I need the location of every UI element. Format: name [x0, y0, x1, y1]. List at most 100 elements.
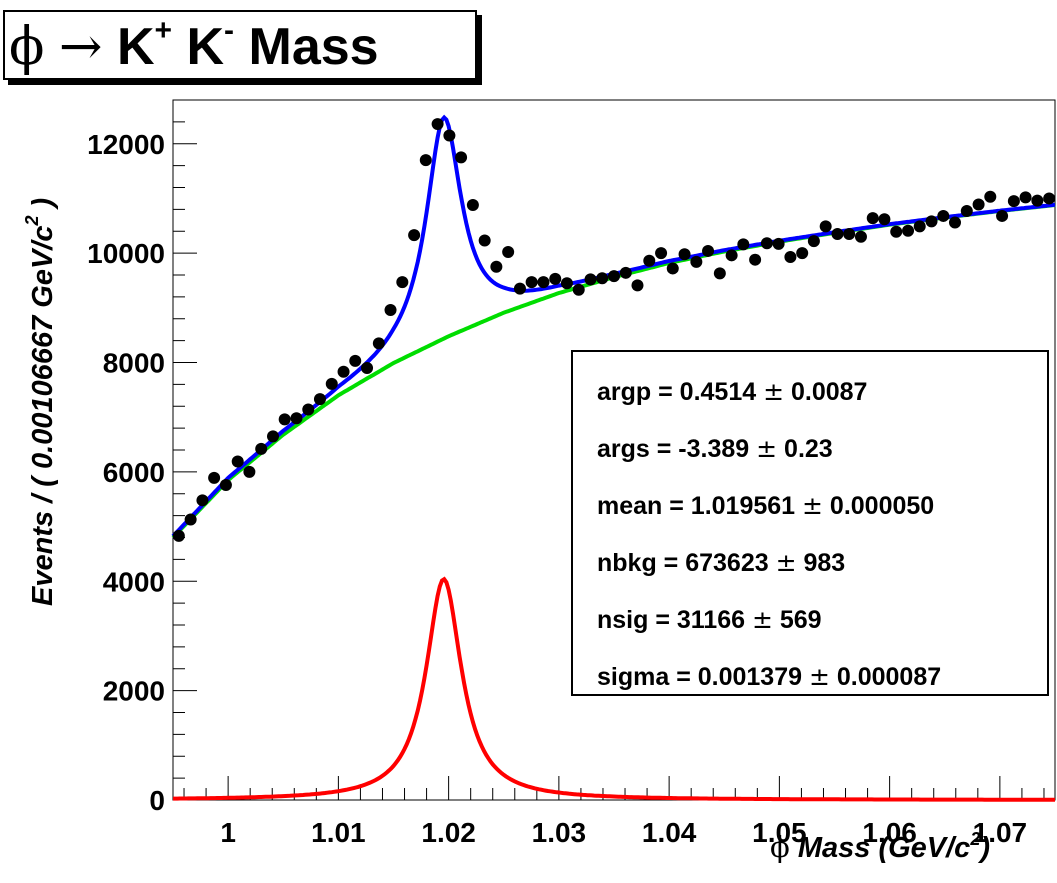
- data-point: [372, 337, 385, 350]
- title-arrow: →: [58, 17, 103, 77]
- data-point: [231, 455, 244, 468]
- data-point: [537, 276, 550, 289]
- plus-minus-sign: ±: [802, 491, 823, 520]
- data-point: [643, 254, 656, 267]
- stat-label: sigma = 0.001379: [597, 663, 809, 691]
- y-tick-label: 6000: [103, 457, 165, 488]
- data-point: [196, 494, 209, 507]
- data-point: [408, 229, 421, 242]
- y-tick-label: 10000: [87, 238, 165, 269]
- x-tick-label: 1.06: [862, 817, 917, 848]
- x-title-label: Mass (GeV/c: [797, 832, 971, 864]
- stat-row-nbkg: nbkg = 673623 ± 983: [597, 548, 845, 578]
- data-point: [549, 272, 562, 285]
- data-point: [255, 442, 268, 455]
- stat-row-argp: argp = 0.4514 ± 0.0087: [597, 377, 867, 407]
- data-point: [843, 227, 856, 240]
- x-title-exponent: 2: [970, 829, 981, 849]
- plus-minus-sign: ±: [763, 377, 785, 406]
- data-point: [878, 213, 891, 226]
- data-point: [937, 209, 950, 222]
- data-point: [596, 272, 609, 285]
- data-point: [278, 413, 291, 426]
- stat-row-sigma: sigma = 0.001379 ± 0.000087: [597, 662, 941, 692]
- stat-error: 0.23: [777, 435, 833, 463]
- data-point: [902, 224, 915, 237]
- x-tick-label: 1: [220, 817, 236, 848]
- data-point: [478, 234, 491, 247]
- data-point: [760, 237, 773, 250]
- data-point: [984, 190, 997, 203]
- data-point: [396, 276, 409, 289]
- x-tick-label: 1.04: [642, 817, 697, 848]
- title-kaon-plus: K: [116, 18, 155, 76]
- data-point: [584, 273, 597, 286]
- data-point: [513, 282, 526, 295]
- data-point: [608, 270, 620, 283]
- stat-label: nbkg = 673623: [597, 549, 776, 577]
- data-point: [655, 247, 668, 260]
- x-tick-label: 1.02: [421, 817, 476, 848]
- data-point: [419, 154, 432, 167]
- data-point: [431, 118, 444, 131]
- stat-error: 0.0087: [784, 378, 868, 406]
- data-point: [713, 267, 726, 280]
- data-point: [749, 253, 762, 266]
- x-title-phi: ϕ: [770, 830, 790, 864]
- y-tick-label: 2000: [103, 676, 165, 707]
- data-point: [466, 199, 479, 211]
- data-point: [502, 246, 515, 259]
- stat-error: 983: [796, 549, 846, 577]
- fit-parameters-box: argp = 0.4514 ± 0.0087 args = -3.389 ± 0…: [571, 350, 1049, 696]
- data-point: [313, 393, 326, 406]
- data-point: [325, 377, 338, 390]
- data-point: [349, 354, 362, 367]
- stat-label: args = -3.389: [597, 435, 757, 463]
- data-point: [443, 129, 456, 142]
- data-point: [819, 220, 832, 233]
- x-tick-label: 1.05: [752, 817, 807, 848]
- data-point: [866, 212, 879, 225]
- data-point: [737, 238, 750, 251]
- stat-row-nsig: nsig = 31166 ± 569: [597, 605, 822, 635]
- title-plus-charge: +: [154, 14, 173, 47]
- stat-label: mean = 1.019561: [597, 492, 803, 520]
- data-points: [172, 118, 1056, 542]
- stat-row-args: args = -3.389 ± 0.23: [597, 434, 833, 464]
- data-point: [1043, 192, 1056, 205]
- data-point: [361, 361, 374, 374]
- stat-label: argp = 0.4514: [597, 378, 764, 406]
- data-point: [925, 215, 938, 228]
- y-axis: 0 2000 4000 6000 8000 10000 12000: [87, 99, 197, 816]
- title-minus-charge: -: [224, 14, 235, 47]
- x-tick-label: 1.07: [973, 817, 1028, 848]
- data-point: [384, 304, 397, 316]
- data-point: [996, 209, 1009, 222]
- x-tick-label: 1.03: [532, 817, 587, 848]
- data-point: [702, 244, 715, 257]
- data-point: [854, 230, 867, 243]
- data-point: [972, 198, 985, 211]
- y-tick-label: 12000: [87, 129, 165, 160]
- data-point: [184, 513, 197, 526]
- stat-row-mean: mean = 1.019561 ± 0.000050: [597, 491, 934, 521]
- signal-fit-curve: [173, 576, 1055, 802]
- plot-title: ϕ → K+ K- Mass: [3, 10, 477, 80]
- data-point: [666, 262, 679, 275]
- data-point: [1031, 194, 1044, 207]
- data-point: [960, 205, 973, 218]
- y-title-exponent: 2: [22, 216, 42, 227]
- y-tick-label: 0: [149, 785, 165, 816]
- data-point: [631, 279, 644, 292]
- data-point: [890, 225, 903, 238]
- data-point: [302, 403, 315, 416]
- data-point: [525, 276, 538, 289]
- data-point: [490, 260, 503, 273]
- stat-error: 569: [772, 606, 822, 634]
- data-point: [208, 471, 221, 484]
- data-point: [725, 249, 738, 262]
- stat-error: 0.000050: [822, 492, 935, 520]
- data-point: [560, 277, 573, 290]
- y-title-main: Events / ( 0.00106667 GeV/c: [27, 226, 59, 606]
